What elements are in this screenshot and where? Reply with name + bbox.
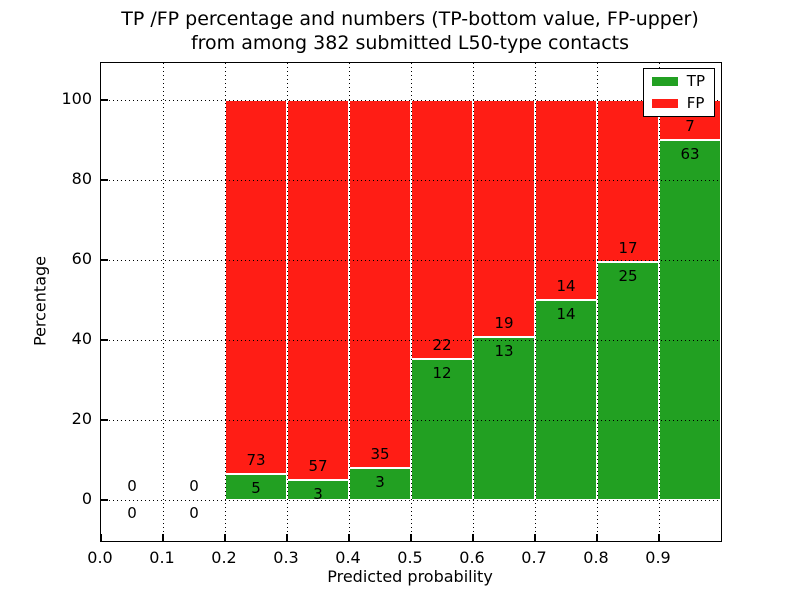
bar-segment-fp	[535, 100, 597, 300]
chart-title-line2: from among 382 submitted L50-type contac…	[190, 32, 630, 54]
bar-value-tp: 13	[494, 342, 514, 361]
bar-value-fp: 35	[370, 445, 390, 464]
y-tick-label: 60	[71, 249, 92, 269]
x-tick	[100, 534, 102, 541]
plot-area: 0 0 0 0 73 5 57 3 35 3 22 12 19 13 14 14 17 25 7 63 TP FP	[100, 62, 722, 542]
y-tick-label: 0	[81, 488, 92, 508]
bar-segment-tp	[473, 337, 535, 500]
bar-value-fp: 57	[308, 456, 328, 475]
x-tick-label: 0.8	[583, 548, 609, 567]
y-tick-label: 100	[61, 89, 92, 109]
x-gridline	[659, 63, 660, 541]
x-tick	[410, 534, 412, 541]
x-tick	[534, 534, 536, 541]
bar-value-tp: 63	[680, 145, 700, 164]
bars-layer	[101, 63, 721, 541]
bar-value-fp: 17	[618, 238, 638, 257]
y-tick	[101, 339, 108, 341]
bar-value-fp: 19	[494, 314, 514, 333]
x-tick-label: 0.7	[521, 548, 547, 567]
bar-segment-tp	[411, 358, 473, 500]
bar-value-tp: 0	[189, 503, 199, 522]
x-tick-label: 0.4	[335, 548, 361, 567]
y-tick	[101, 179, 108, 181]
bar-value-tp: 3	[375, 473, 385, 492]
x-gridline	[535, 63, 536, 541]
bar-value-labels-layer: 0 0 0 0 73 5 57 3 35 3 22 12 19 13 14 14 17 25 7 63	[101, 63, 721, 541]
x-tick	[472, 534, 474, 541]
bar-value-fp: 0	[189, 476, 199, 495]
x-tick-label: 0.5	[397, 548, 423, 567]
x-tick	[286, 534, 288, 541]
bar-value-fp: 0	[127, 476, 137, 495]
fp-color-swatch	[651, 99, 678, 108]
bar-value-fp: 22	[432, 335, 452, 354]
x-tick-label: 0.0	[87, 548, 113, 567]
bar-value-tp: 12	[432, 363, 452, 382]
x-gridline	[349, 63, 350, 541]
grid-layer	[100, 63, 721, 541]
y-tick	[101, 499, 108, 501]
bar-segment-tp	[225, 474, 287, 500]
x-axis-label: Predicted probability	[327, 567, 493, 586]
x-tick	[596, 534, 598, 541]
legend-entry-tp: TP	[651, 72, 705, 90]
x-tick-label: 0.3	[273, 548, 299, 567]
x-gridline	[473, 63, 474, 541]
y-tick-label: 20	[71, 408, 92, 428]
bar-segment-tp	[659, 140, 721, 500]
chart-title-line1: TP /FP percentage and numbers (TP-bottom…	[121, 8, 699, 30]
bar-value-fp: 7	[685, 117, 695, 136]
y-tick-label: 40	[71, 328, 92, 348]
bar-value-tp: 0	[127, 503, 137, 522]
y-tick	[101, 259, 108, 261]
x-gridline	[411, 63, 412, 541]
x-tick-label: 0.2	[211, 548, 237, 567]
bar-value-tp: 5	[251, 479, 261, 498]
x-gridline	[287, 63, 288, 541]
x-tick-label: 0.1	[149, 548, 175, 567]
x-tick	[224, 534, 226, 541]
legend-box: TP FP	[642, 68, 715, 117]
y-tick	[101, 419, 108, 421]
bar-value-tp: 25	[618, 266, 638, 285]
x-gridline	[163, 63, 164, 541]
x-gridline	[597, 63, 598, 541]
y-tick	[101, 99, 108, 101]
chart-title: TP /FP percentage and numbers (TP-bottom…	[90, 7, 730, 55]
tp-color-swatch	[651, 77, 678, 86]
bar-value-tp: 3	[313, 484, 323, 503]
bar-value-fp: 73	[246, 451, 266, 470]
x-tick-label: 0.6	[459, 548, 485, 567]
bar-value-tp: 14	[556, 305, 576, 323]
bar-value-fp: 14	[556, 277, 576, 295]
x-tick	[162, 534, 164, 541]
x-tick-label: 0.9	[645, 548, 671, 567]
y-tick-label: 80	[71, 169, 92, 189]
x-tick	[348, 534, 350, 541]
legend-label-tp: TP	[686, 72, 705, 90]
x-tick	[658, 534, 660, 541]
x-gridline	[225, 63, 226, 541]
legend-label-fp: FP	[686, 94, 705, 112]
legend-entry-fp: FP	[651, 94, 705, 112]
